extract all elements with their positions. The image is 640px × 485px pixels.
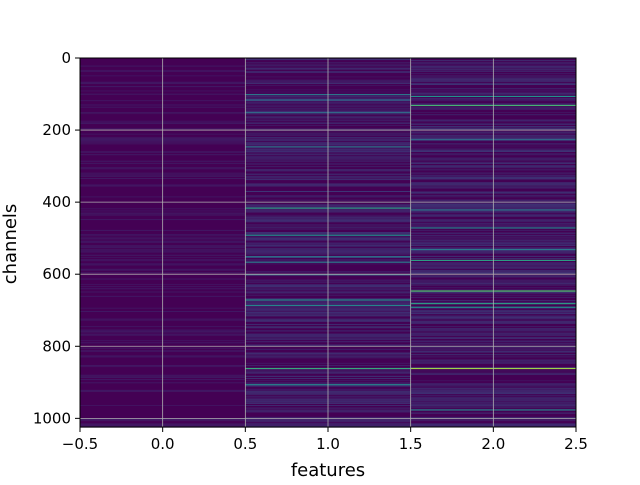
- y-tick-label: 1000: [33, 409, 71, 427]
- y-axis-label: channels: [0, 204, 21, 285]
- y-tick-label: 600: [42, 265, 71, 283]
- x-tick-label: 2.0: [481, 435, 505, 453]
- x-tick-label: 0.5: [233, 435, 257, 453]
- y-tick-label: 400: [42, 193, 71, 211]
- y-tick-label: 0: [61, 49, 71, 67]
- x-tick-label: 1.0: [316, 435, 340, 453]
- y-tick-label: 800: [42, 337, 71, 355]
- x-axis-ticks: −0.5 0.0 0.5 1.0 1.5 2.0 2.5: [62, 427, 588, 453]
- y-tick-label: 200: [42, 121, 71, 139]
- y-axis-ticks: 0 200 400 600 800 1000: [33, 49, 80, 427]
- x-tick-label: 1.5: [399, 435, 423, 453]
- x-axis-label: features: [291, 460, 365, 480]
- x-tick-label: 0.0: [151, 435, 175, 453]
- x-tick-label: −0.5: [62, 435, 98, 453]
- x-tick-label: 2.5: [564, 435, 588, 453]
